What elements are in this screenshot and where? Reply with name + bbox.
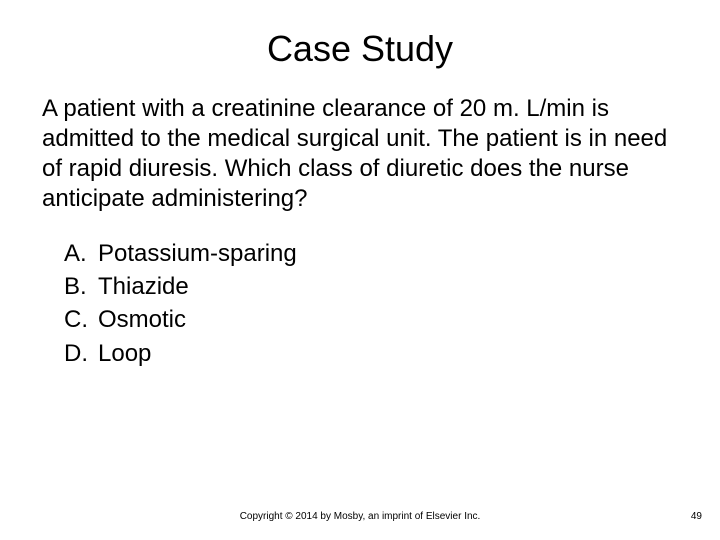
option-row: B. Thiazide	[64, 271, 720, 302]
option-letter: A.	[64, 238, 98, 269]
page-number: 49	[691, 511, 702, 522]
options-list: A. Potassium-sparing B. Thiazide C. Osmo…	[0, 238, 720, 369]
option-letter: C.	[64, 304, 98, 335]
slide-title: Case Study	[0, 0, 720, 94]
option-text: Osmotic	[98, 304, 186, 335]
option-row: D. Loop	[64, 338, 720, 369]
question-text: A patient with a creatinine clearance of…	[0, 94, 720, 238]
option-text: Thiazide	[98, 271, 189, 302]
option-text: Loop	[98, 338, 151, 369]
option-row: C. Osmotic	[64, 304, 720, 335]
option-letter: B.	[64, 271, 98, 302]
option-text: Potassium-sparing	[98, 238, 297, 269]
option-row: A. Potassium-sparing	[64, 238, 720, 269]
copyright-text: Copyright © 2014 by Mosby, an imprint of…	[0, 511, 720, 522]
option-letter: D.	[64, 338, 98, 369]
slide: Case Study A patient with a creatinine c…	[0, 0, 720, 540]
